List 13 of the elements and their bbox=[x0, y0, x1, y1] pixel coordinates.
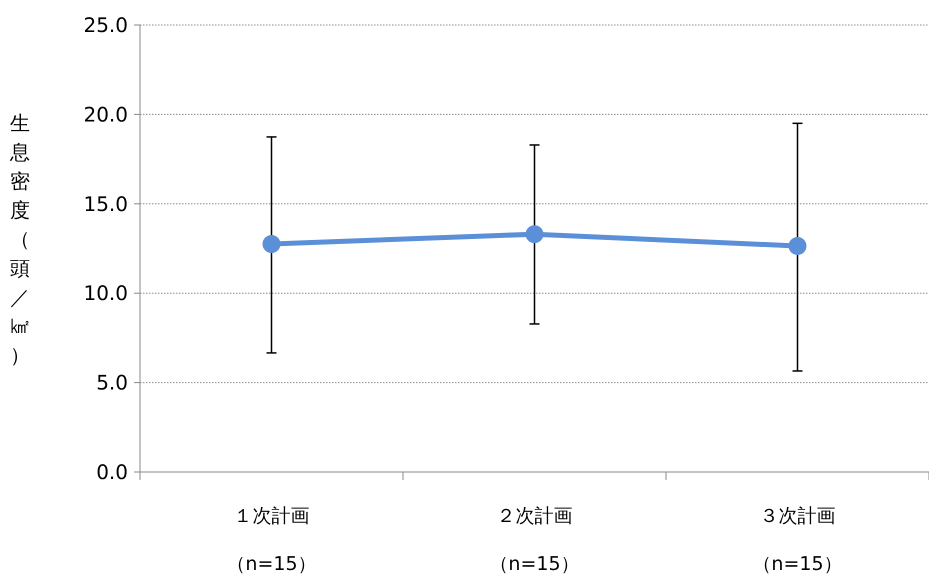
y-tick-label: 20.0 bbox=[83, 102, 128, 126]
category-label: ２次計画（n=15） bbox=[489, 505, 580, 575]
y-tick-label: 25.0 bbox=[83, 13, 128, 37]
category-label: １次計画（n=15） bbox=[226, 505, 317, 575]
y-tick-label: 15.0 bbox=[83, 192, 128, 216]
point bbox=[262, 235, 280, 254]
point bbox=[788, 236, 806, 255]
category-label: ３次計画（n=15） bbox=[752, 505, 843, 575]
point bbox=[526, 225, 544, 244]
y-tick-label: 0.0 bbox=[96, 460, 128, 484]
y-tick-label: 5.0 bbox=[96, 370, 128, 395]
text: 生息密度（頭／㎢） bbox=[10, 111, 30, 367]
y-tick-label: 10.0 bbox=[83, 281, 128, 306]
